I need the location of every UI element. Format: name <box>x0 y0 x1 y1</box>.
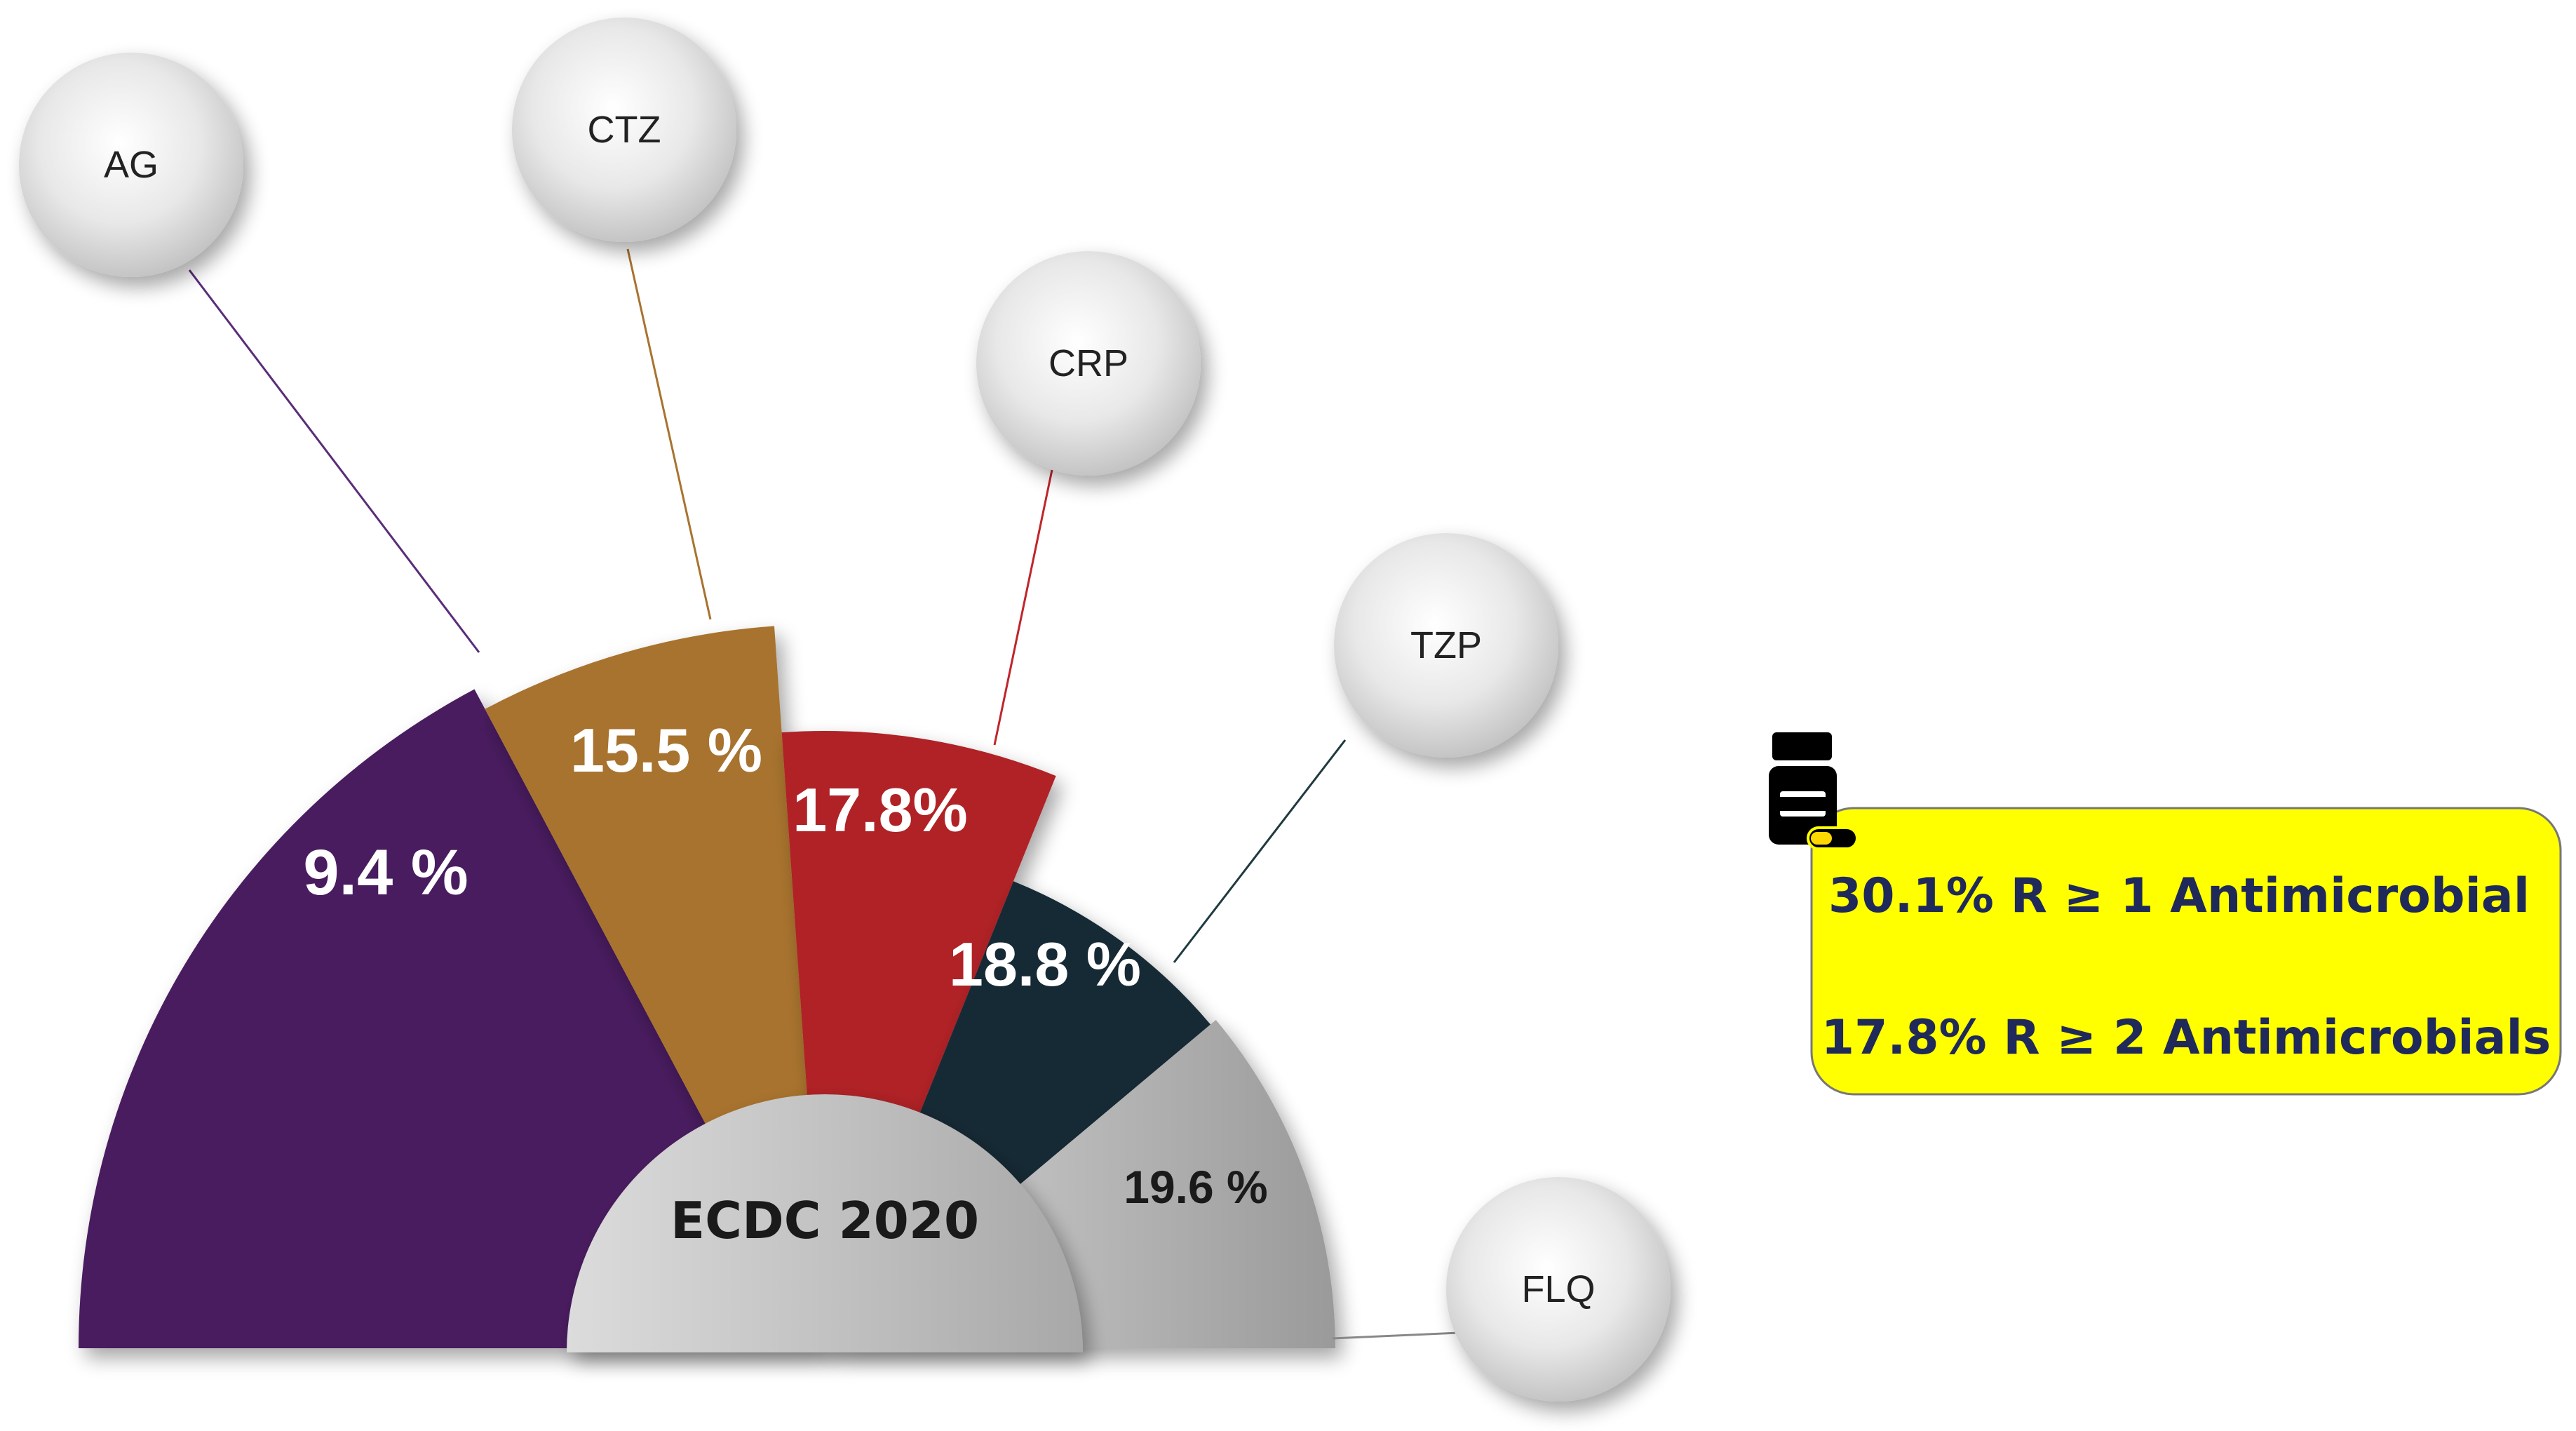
connector-crp <box>993 469 1053 746</box>
bubble-flq: FLQ <box>1446 1177 1671 1402</box>
bubble-label-crp: CRP <box>1048 342 1128 384</box>
bubble-label-ag: AG <box>104 144 159 186</box>
summary-line-1: 30.1% R ≥ 1 Antimicrobial <box>1828 868 2530 924</box>
bubble-ag: AG <box>19 53 243 277</box>
connector-ctz <box>626 248 712 620</box>
value-label-flq: 19.6 % <box>1124 1161 1267 1213</box>
bubble-tzp: TZP <box>1334 533 1558 758</box>
summary-line-2: 17.8% R ≥ 2 Antimicrobials <box>1821 1010 2551 1066</box>
value-label-crp: 17.8% <box>793 775 968 845</box>
connector-flq <box>1332 1331 1459 1340</box>
center-label: ECDC 2020 <box>670 1191 979 1250</box>
value-label-ctz: 15.5 % <box>570 716 762 785</box>
bubble-label-flq: FLQ <box>1521 1268 1595 1310</box>
connectors <box>188 248 1459 1340</box>
bubble-label-tzp: TZP <box>1410 624 1482 666</box>
connector-tzp <box>1173 739 1347 963</box>
medicine-bottle-icon <box>1769 732 1859 850</box>
bubble-label-ctz: CTZ <box>588 109 661 151</box>
value-labels: 9.4 % 15.5 % 17.8% 18.8 % 19.6 % <box>303 716 1267 1213</box>
value-label-ag: 9.4 % <box>303 837 468 908</box>
bubble-ctz: CTZ <box>512 18 736 242</box>
class-bubbles: AG CTZ CRP TZP FLQ <box>19 18 1671 1402</box>
center-hub: ECDC 2020 <box>567 1094 1083 1352</box>
bubble-crp: CRP <box>976 251 1201 476</box>
value-label-tzp: 18.8 % <box>949 929 1141 999</box>
connector-ag <box>188 269 480 653</box>
summary-box: 30.1% R ≥ 1 Antimicrobial 17.8% R ≥ 2 An… <box>1810 807 2562 1096</box>
